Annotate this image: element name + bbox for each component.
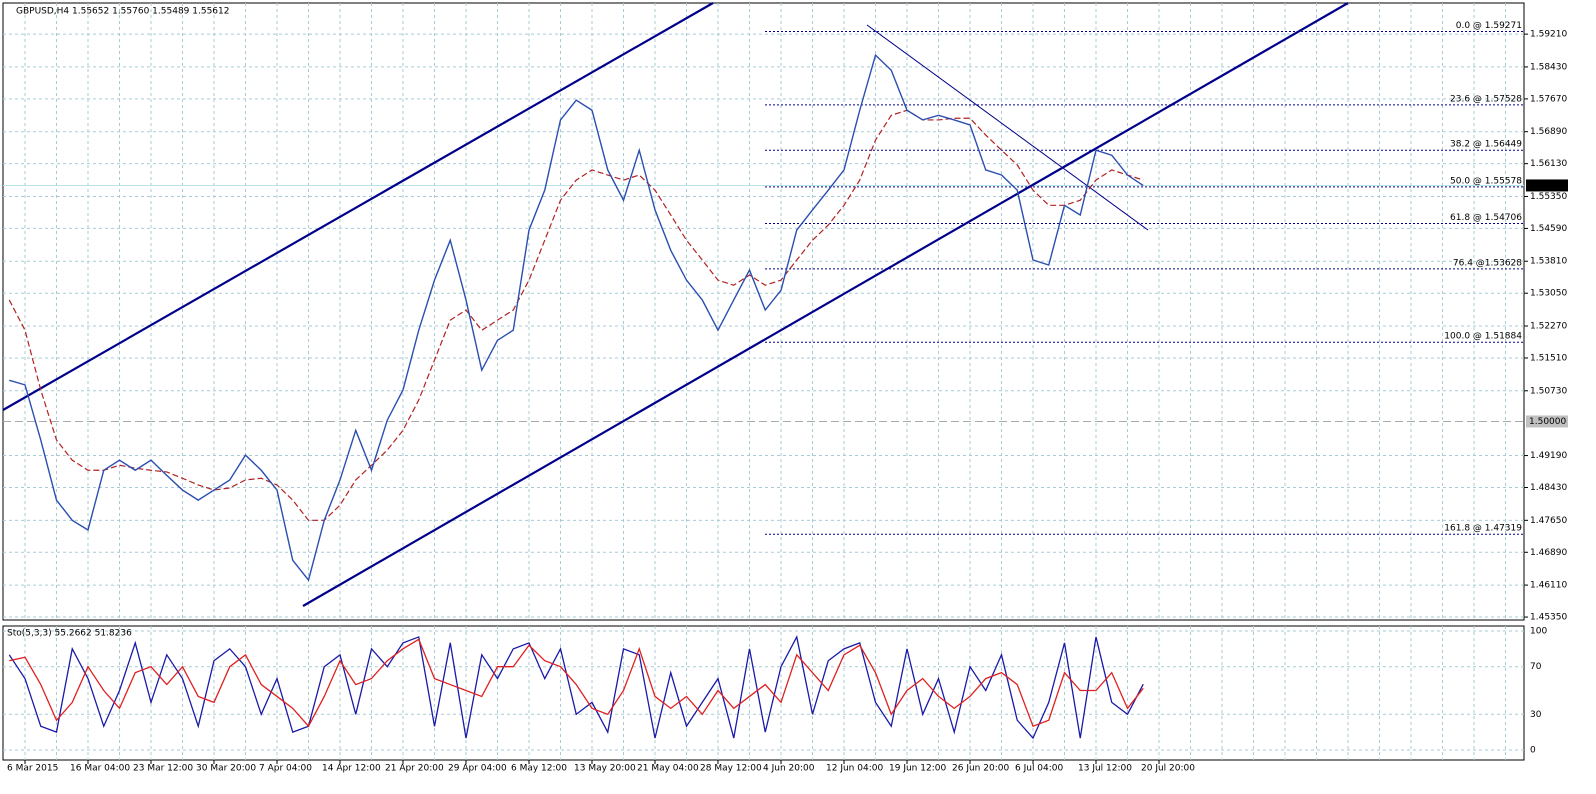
x-tick-label: 20 Jul 20:00 xyxy=(1141,764,1195,774)
y-tick-label: 1.56890 xyxy=(1530,127,1567,137)
y-tick-label: 1.57670 xyxy=(1530,94,1567,104)
fib-label: 23.6 @ 1.57528 xyxy=(1450,94,1522,104)
y-tick-label: 1.56130 xyxy=(1530,159,1567,169)
y-tick-label: 100 xyxy=(1530,626,1547,636)
fib-label: 0.0 @ 1.59271 xyxy=(1456,21,1522,31)
y-tick-label: 1.47650 xyxy=(1530,516,1567,526)
fib-label: 38.2 @ 1.56449 xyxy=(1450,140,1522,150)
y-tick-label: 0 xyxy=(1530,746,1536,756)
level-box xyxy=(1526,415,1568,428)
price-box xyxy=(1526,179,1568,192)
x-tick-label: 21 Apr 20:00 xyxy=(385,764,444,774)
x-tick-label: 30 Mar 20:00 xyxy=(196,764,256,774)
x-tick-label: 6 Mar 2015 xyxy=(7,764,58,774)
y-tick-label: 1.54590 xyxy=(1530,224,1567,234)
fib-label: 100.0 @ 1.51884 xyxy=(1444,332,1522,342)
y-tick-label: 1.46890 xyxy=(1530,548,1567,558)
x-tick-label: 13 Jul 12:00 xyxy=(1078,764,1132,774)
grid xyxy=(3,3,1524,760)
x-tick-label: 28 May 12:00 xyxy=(700,764,762,774)
trend-line xyxy=(302,2,1349,607)
stochastic-line xyxy=(8,635,1144,740)
fib-label: 76.4 @1.53628 xyxy=(1453,258,1522,268)
fib-label: 61.8 @ 1.54706 xyxy=(1450,213,1522,223)
chart-title: GBPUSD,H4 1.55652 1.55760 1.55489 1.5561… xyxy=(16,7,229,17)
trend-line xyxy=(2,2,714,411)
y-tick-label: 1.53810 xyxy=(1530,257,1567,267)
stochastic-panel xyxy=(2,625,1525,761)
main-panel xyxy=(2,2,1525,621)
current-price-label: 1.55612 xyxy=(1529,181,1566,191)
y-tick-label: 70 xyxy=(1530,662,1542,672)
y-tick-label: 1.49190 xyxy=(1530,451,1567,461)
x-tick-label: 21 May 04:00 xyxy=(637,764,699,774)
x-tick-label: 4 Jun 20:00 xyxy=(763,764,815,774)
stochastic-title: Sto(5,3,3) 55.2662 51.8236 xyxy=(7,629,132,639)
x-tick-label: 13 May 20:00 xyxy=(574,764,636,774)
x-tick-label: 14 Apr 12:00 xyxy=(322,764,381,774)
x-tick-label: 29 Apr 04:00 xyxy=(448,764,507,774)
y-tick-label: 1.59210 xyxy=(1530,30,1567,40)
x-tick-label: 26 Jun 20:00 xyxy=(952,764,1009,774)
y-tick-label: 1.52270 xyxy=(1530,322,1567,332)
x-tick-label: 12 Jun 04:00 xyxy=(826,764,883,774)
x-tick-label: 16 Mar 04:00 xyxy=(70,764,130,774)
x-tick-label: 6 Jul 04:00 xyxy=(1015,764,1064,774)
trend-line xyxy=(866,24,1149,231)
y-tick-label: 30 xyxy=(1530,710,1542,720)
x-tick-label: 23 Mar 12:00 xyxy=(133,764,193,774)
y-tick-label: 1.45350 xyxy=(1530,613,1567,623)
fib-label: 50.0 @ 1.55578 xyxy=(1450,176,1522,186)
x-tick-label: 6 May 12:00 xyxy=(511,764,567,774)
price-line xyxy=(9,53,1144,582)
level-label: 1.50000 xyxy=(1529,417,1566,427)
y-tick-label: 1.53050 xyxy=(1530,289,1567,299)
y-tick-label: 1.46110 xyxy=(1530,581,1567,591)
y-tick-label: 1.51510 xyxy=(1530,353,1567,363)
y-tick-label: 1.58430 xyxy=(1530,62,1567,72)
fib-label: 161.8 @ 1.47319 xyxy=(1444,524,1522,534)
y-tick-label: 1.55350 xyxy=(1530,192,1567,202)
x-tick-label: 7 Apr 04:00 xyxy=(259,764,312,774)
moving-average xyxy=(8,109,1144,521)
x-tick-label: 19 Jun 12:00 xyxy=(889,764,946,774)
y-tick-label: 1.50730 xyxy=(1530,386,1567,396)
stochastic-line xyxy=(9,638,1144,728)
y-tick-label: 1.48430 xyxy=(1530,483,1567,493)
